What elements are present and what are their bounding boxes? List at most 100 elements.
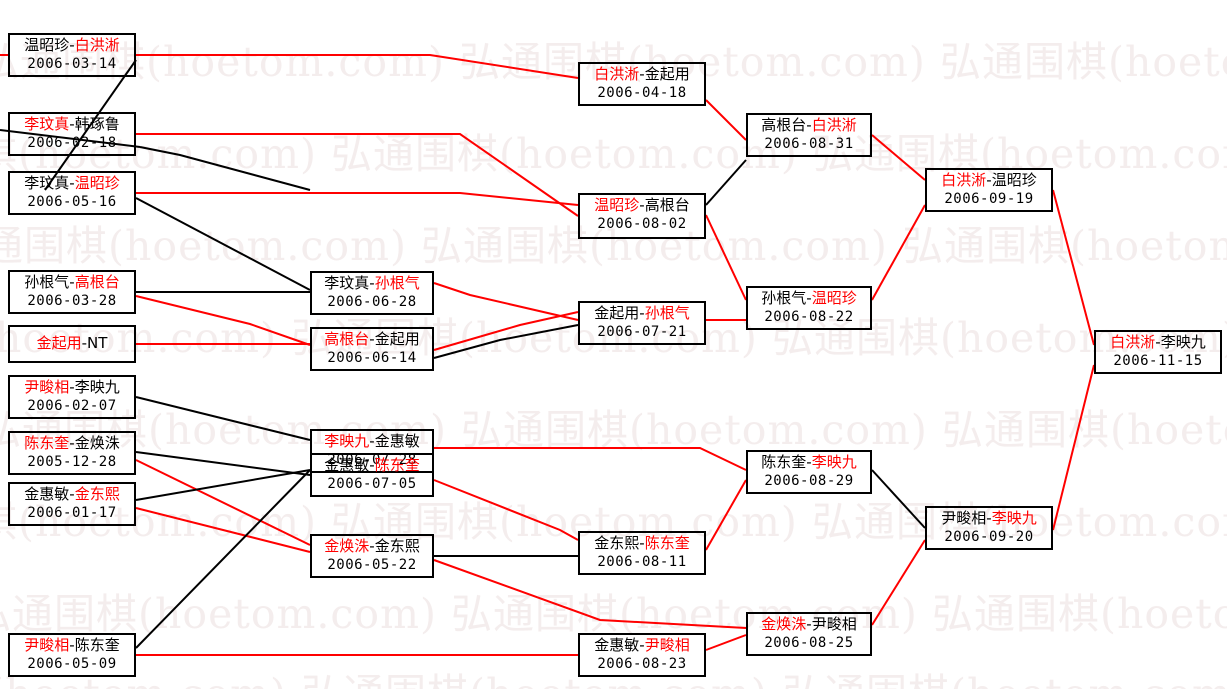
player-two: 温昭珍: [74, 174, 120, 192]
match-box[interactable]: 温昭珍-高根台 2006-08-02: [578, 193, 706, 239]
player-two: 白洪淅: [811, 116, 857, 134]
match-date: 2006-07-05: [327, 476, 417, 492]
connector-line: [44, 59, 137, 191]
match-box[interactable]: 白洪淅-温昭珍 2006-09-19: [925, 168, 1053, 212]
player-two: 陈东奎: [374, 456, 420, 474]
connector-line: [0, 129, 141, 148]
match-box[interactable]: 金起用-NT: [8, 325, 136, 363]
connector-line: [705, 634, 747, 651]
match-box[interactable]: 金东熙-陈东奎 2006-08-11: [578, 531, 706, 575]
match-date: 2006-08-11: [597, 554, 687, 570]
match-box[interactable]: 金起用-孙根气 2006-07-21: [578, 301, 706, 345]
connector-line: [1052, 189, 1095, 346]
player-one: 尹畯相: [941, 509, 987, 527]
match-players: 高根台-金起用: [314, 330, 430, 349]
player-one: 金惠敏: [594, 636, 640, 654]
match-players: 孙根气-温昭珍: [750, 289, 868, 308]
player-separator: -: [69, 36, 75, 54]
match-box[interactable]: 李玟真-温昭珍 2006-05-16: [8, 171, 136, 215]
match-date: 2006-03-14: [27, 56, 117, 72]
connector-line: [139, 146, 311, 191]
player-one: 李玟真: [24, 115, 70, 133]
connector-line: [136, 192, 579, 206]
match-date: 2006-06-14: [327, 350, 417, 366]
player-one: 金起用: [36, 334, 82, 352]
player-separator: -: [806, 116, 812, 134]
match-box[interactable]: 金焕洙-金东熙 2006-05-22: [310, 534, 434, 578]
connector-line: [135, 295, 311, 346]
player-two: 金惠敏: [374, 432, 420, 450]
match-box[interactable]: 高根台-金起用 2006-06-14: [310, 327, 434, 371]
player-one: 温昭珍: [594, 196, 640, 214]
match-players: 金焕洙-尹畯相: [750, 615, 868, 634]
match-box[interactable]: 金惠敏-陈东奎 2006-07-05: [310, 453, 434, 497]
match-box[interactable]: 孙根气-高根台 2006-03-28: [8, 270, 136, 314]
match-date: 2006-02-18: [27, 135, 117, 151]
player-separator: -: [69, 485, 75, 503]
player-separator: -: [69, 378, 75, 396]
player-two: 孙根气: [374, 274, 420, 292]
player-two: 金焕洙: [74, 434, 120, 452]
match-players: 金起用-孙根气: [582, 304, 702, 323]
match-players: 尹畯相-李映九: [12, 378, 132, 397]
connector-line: [433, 479, 579, 541]
match-players: 陈东奎-金焕洙: [12, 434, 132, 453]
connector-line: [433, 559, 747, 629]
match-box[interactable]: 温昭珍-白洪淅 2006-03-14: [8, 33, 136, 77]
match-box[interactable]: 尹畯相-李映九 2006-09-20: [925, 506, 1053, 550]
match-box[interactable]: 尹畯相-李映九 2006-02-07: [8, 375, 136, 419]
match-players: 李玟真-温昭珍: [12, 174, 132, 193]
match-box[interactable]: 白洪淅-金起用 2006-04-18: [578, 62, 706, 106]
match-box[interactable]: 陈东奎-李映九 2006-08-29: [746, 450, 872, 494]
player-separator: -: [69, 174, 75, 192]
player-two: 金东熙: [74, 485, 120, 503]
player-one: 金起用: [594, 304, 640, 322]
match-date: 2006-06-28: [327, 294, 417, 310]
match-box[interactable]: 李映九-金惠敏 2006-07-28: [310, 429, 434, 473]
match-date: 2006-05-16: [27, 194, 117, 210]
match-players: 白洪淅-金起用: [582, 65, 702, 84]
player-two: 陈东奎: [644, 534, 690, 552]
player-one: 高根台: [761, 116, 807, 134]
connector-line: [871, 469, 926, 529]
match-box[interactable]: 金焕洙-尹畯相 2006-08-25: [746, 612, 872, 656]
player-one: 白洪淅: [1110, 333, 1156, 351]
match-players: 陈东奎-李映九: [750, 453, 868, 472]
match-players: 李玟真-孙根气: [314, 274, 430, 293]
player-separator: -: [369, 274, 375, 292]
player-two: 温昭珍: [811, 289, 857, 307]
match-players: 李映九-金惠敏: [314, 432, 430, 451]
connector-line: [135, 459, 311, 546]
player-two: 李映九: [74, 378, 120, 396]
player-two: 韩琢鲁: [74, 115, 120, 133]
match-box[interactable]: 陈东奎-金焕洙 2005-12-28: [8, 431, 136, 475]
match-box[interactable]: 孙根气-温昭珍 2006-08-22: [746, 286, 872, 330]
player-separator: -: [639, 636, 645, 654]
match-box[interactable]: 白洪淅-李映九 2006-11-15: [1094, 330, 1222, 374]
player-separator: -: [369, 330, 375, 348]
match-box[interactable]: 李玟真-孙根气 2006-06-28: [310, 271, 434, 315]
player-separator: -: [69, 636, 75, 654]
player-two: 白洪淅: [74, 36, 120, 54]
player-one: 李玟真: [24, 174, 70, 192]
match-box[interactable]: 李玟真-韩琢鲁 2006-02-18: [8, 112, 136, 156]
player-separator: -: [369, 432, 375, 450]
match-date: 2006-09-20: [944, 529, 1034, 545]
connector-line: [442, 133, 579, 217]
player-one: 金惠敏: [24, 485, 70, 503]
match-date: 2006-08-29: [764, 473, 854, 489]
match-box[interactable]: 金惠敏-金东熙 2006-01-17: [8, 482, 136, 526]
match-date: 2006-05-22: [327, 557, 417, 573]
match-box[interactable]: 金惠敏-尹畯相 2006-08-23: [578, 633, 706, 677]
player-separator: -: [639, 304, 645, 322]
match-date: 2006-08-23: [597, 656, 687, 672]
player-separator: -: [986, 171, 992, 189]
player-separator: -: [806, 453, 812, 471]
match-players: 白洪淅-温昭珍: [929, 171, 1049, 190]
player-two: 孙根气: [644, 304, 690, 322]
match-box[interactable]: 高根台-白洪淅 2006-08-31: [746, 113, 872, 157]
player-two: 温昭珍: [991, 171, 1037, 189]
match-players: 金惠敏-金东熙: [12, 485, 132, 504]
player-two: 李映九: [1160, 333, 1206, 351]
match-box[interactable]: 尹畯相-陈东奎 2006-05-09: [8, 633, 136, 677]
